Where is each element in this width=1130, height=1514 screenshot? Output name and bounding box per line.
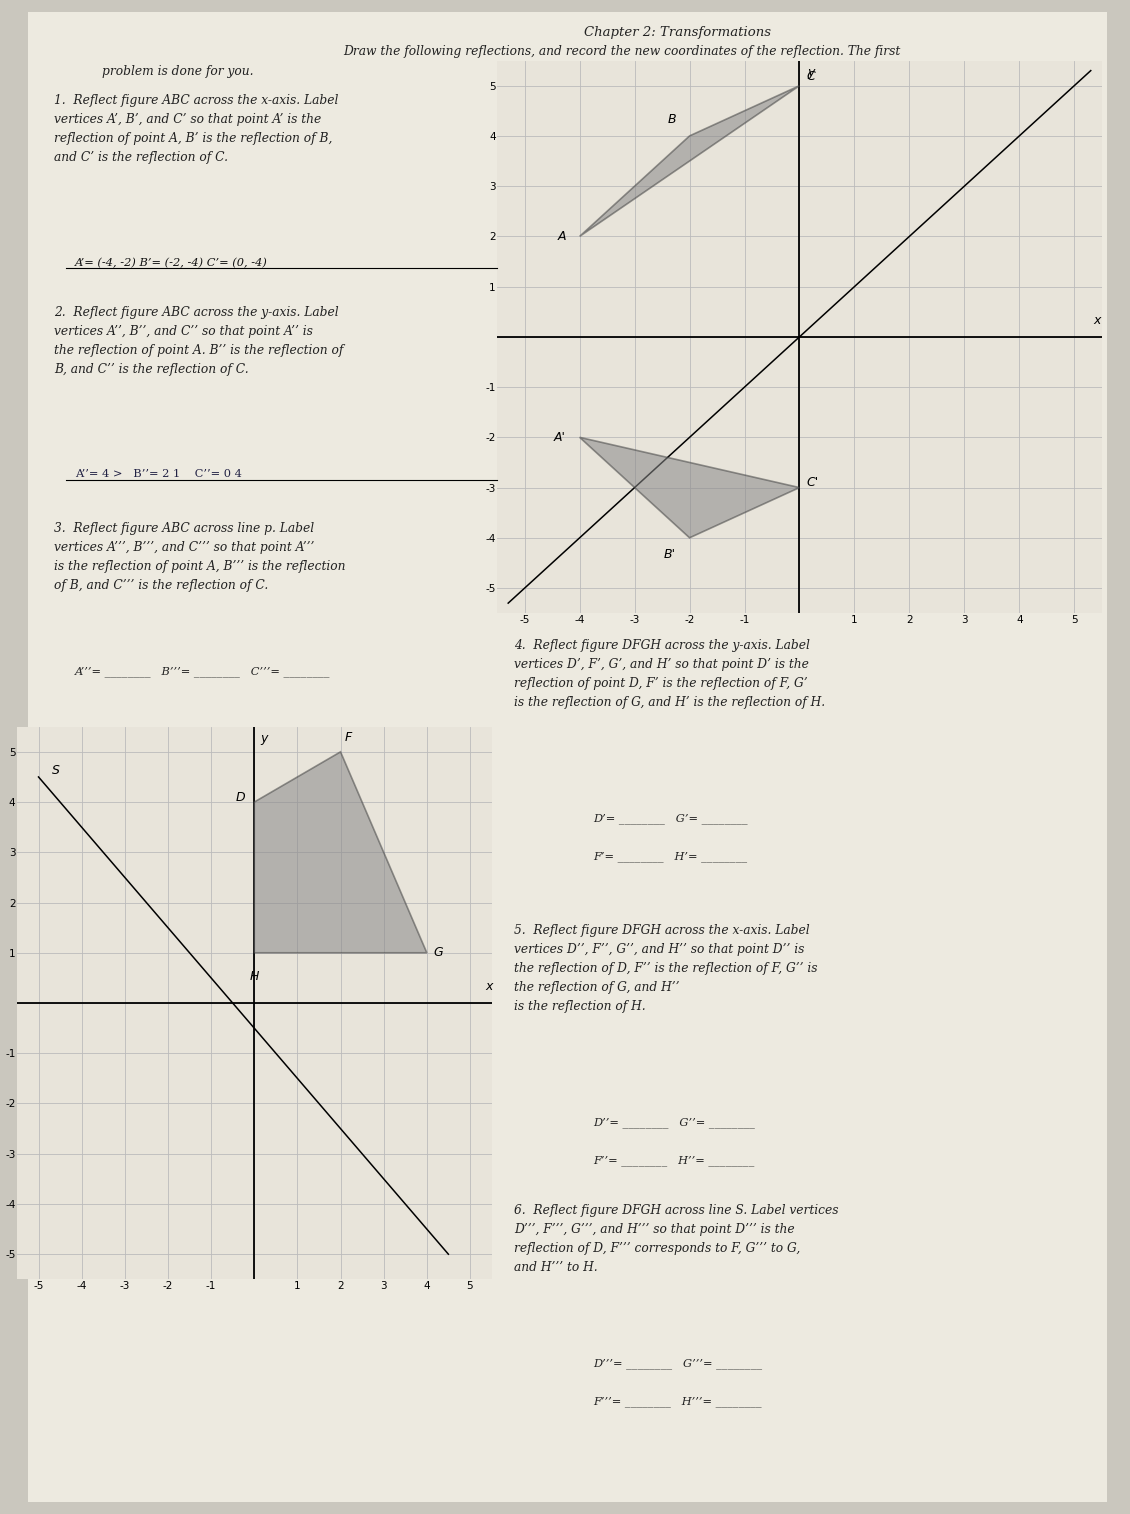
Text: A’= (-4, -2) B’= (-2, -4) C’= (0, -4): A’= (-4, -2) B’= (-2, -4) C’= (0, -4): [75, 257, 268, 268]
Text: B': B': [663, 548, 676, 560]
Text: 5.  Reflect figure DFGH across the x-axis. Label
vertices D’’, F’’, G’’, and H’’: 5. Reflect figure DFGH across the x-axis…: [514, 924, 818, 1013]
Text: 1.  Reflect figure ABC across the x-axis. Label
vertices A’, B’, and C’ so that : 1. Reflect figure ABC across the x-axis.…: [54, 94, 339, 164]
Text: x: x: [485, 981, 493, 993]
Text: 6.  Reflect figure DFGH across line S. Label vertices
D’’’, F’’’, G’’’, and H’’’: 6. Reflect figure DFGH across line S. La…: [514, 1204, 838, 1273]
Text: y: y: [808, 65, 815, 79]
Text: D’’= ________   G’’= ________: D’’= ________ G’’= ________: [593, 1117, 755, 1128]
Text: 2.  Reflect figure ABC across the y-axis. Label
vertices A’’, B’’, and C’’ so th: 2. Reflect figure ABC across the y-axis.…: [54, 306, 344, 375]
Text: F’’’= ________   H’’’= ________: F’’’= ________ H’’’= ________: [593, 1396, 762, 1407]
Text: 3.  Reflect figure ABC across line p. Label
vertices A’’’, B’’’, and C’’’ so tha: 3. Reflect figure ABC across line p. Lab…: [54, 522, 346, 592]
Text: H: H: [250, 970, 259, 984]
Text: D’= ________   G’= ________: D’= ________ G’= ________: [593, 813, 748, 824]
Text: F’’= ________   H’’= ________: F’’= ________ H’’= ________: [593, 1155, 755, 1166]
Text: problem is done for you.: problem is done for you.: [102, 65, 253, 79]
Text: S: S: [52, 765, 60, 778]
Text: Draw the following reflections, and record the new coordinates of the reflection: Draw the following reflections, and reco…: [342, 45, 901, 59]
Text: C': C': [806, 475, 818, 489]
Text: Chapter 2: Transformations: Chapter 2: Transformations: [584, 26, 772, 39]
Text: y: y: [261, 731, 268, 745]
Text: B: B: [667, 114, 676, 126]
Text: A’’’= ________   B’’’= ________   C’’’= ________: A’’’= ________ B’’’= ________ C’’’= ____…: [75, 666, 330, 677]
Text: x: x: [1094, 315, 1101, 327]
Text: G: G: [433, 946, 443, 960]
Text: 4.  Reflect figure DFGH across the y-axis. Label
vertices D’, F’, G’, and H’ so : 4. Reflect figure DFGH across the y-axis…: [514, 639, 825, 709]
Polygon shape: [254, 752, 427, 952]
Text: A': A': [554, 431, 566, 444]
Polygon shape: [580, 86, 799, 236]
Text: D’’’= ________   G’’’= ________: D’’’= ________ G’’’= ________: [593, 1358, 763, 1369]
Text: F’= ________   H’= ________: F’= ________ H’= ________: [593, 851, 747, 861]
Text: A’’= 4 >   B’’= 2 1    C’’= 0 4: A’’= 4 > B’’= 2 1 C’’= 0 4: [75, 469, 242, 480]
Text: F: F: [345, 731, 353, 745]
Text: D: D: [236, 790, 245, 804]
Text: C: C: [806, 70, 815, 83]
Text: A: A: [557, 230, 566, 242]
Polygon shape: [580, 438, 799, 537]
